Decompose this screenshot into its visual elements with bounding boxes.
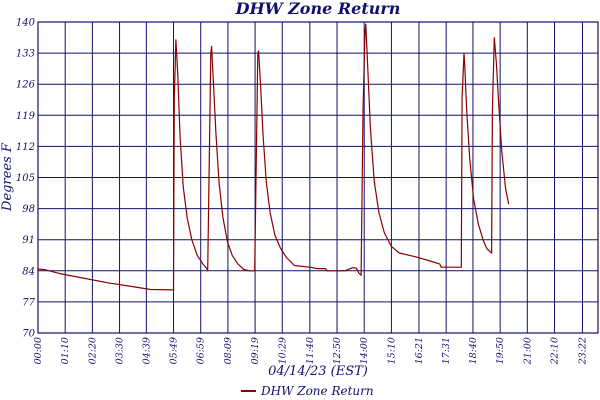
y-axis-label: Degrees F (0, 142, 15, 212)
x-tick-label: 16:21 (414, 337, 425, 364)
legend-label: DHW Zone Return (260, 384, 374, 398)
x-axis-label: 04/14/23 (EST) (268, 364, 368, 379)
x-tick-label: 04:39 (141, 337, 152, 364)
series-line-0 (37, 23, 510, 291)
y-tick-label: 119 (16, 111, 36, 122)
x-tick-label: 01:10 (60, 337, 71, 364)
x-tick-label: 23:22 (577, 337, 588, 365)
x-tick-label: 19:50 (495, 337, 506, 364)
x-tick-label: 18:40 (468, 337, 479, 364)
x-tick-label: 12:50 (332, 337, 343, 364)
x-tick-label: 14:00 (359, 337, 370, 364)
x-tick-label: 21:00 (522, 337, 533, 365)
x-tick-label: 03:30 (115, 337, 126, 364)
y-tick-label: 112 (16, 142, 35, 153)
x-tick-label: 06:59 (196, 337, 207, 364)
y-tick-label: 140 (16, 18, 36, 29)
y-tick-label: 98 (22, 204, 35, 215)
x-tick-label: 15:10 (386, 337, 397, 364)
x-tick-label: 17:31 (441, 337, 452, 364)
y-axis-ticks: 70 77 84 91 98 105 112 119 126 133 140 (16, 18, 36, 340)
x-tick-label: 22:10 (550, 337, 561, 365)
x-axis-ticks: 00:00 01:10 02:20 03:30 04:39 05:49 06:59 08:09… (33, 337, 588, 365)
x-tick-label: 08:09 (223, 337, 234, 364)
y-tick-label: 91 (22, 235, 35, 246)
x-tick-label: 09:19 (250, 337, 261, 364)
x-tick-label: 11:40 (305, 337, 316, 364)
y-tick-label: 77 (22, 297, 35, 308)
legend: DHW Zone Return (241, 384, 374, 398)
y-tick-label: 126 (16, 80, 36, 91)
y-tick-label: 70 (22, 329, 35, 340)
y-tick-label: 105 (16, 173, 35, 184)
x-tick-label: 10:29 (277, 337, 288, 364)
x-tick-label: 00:00 (33, 337, 44, 364)
y-tick-label: 84 (22, 266, 35, 277)
x-tick-label: 02:20 (87, 337, 98, 364)
x-tick-label: 05:49 (169, 337, 180, 364)
chart-title: DHW Zone Return (235, 0, 401, 18)
series-layer (37, 23, 510, 291)
y-tick-label: 133 (16, 49, 35, 60)
